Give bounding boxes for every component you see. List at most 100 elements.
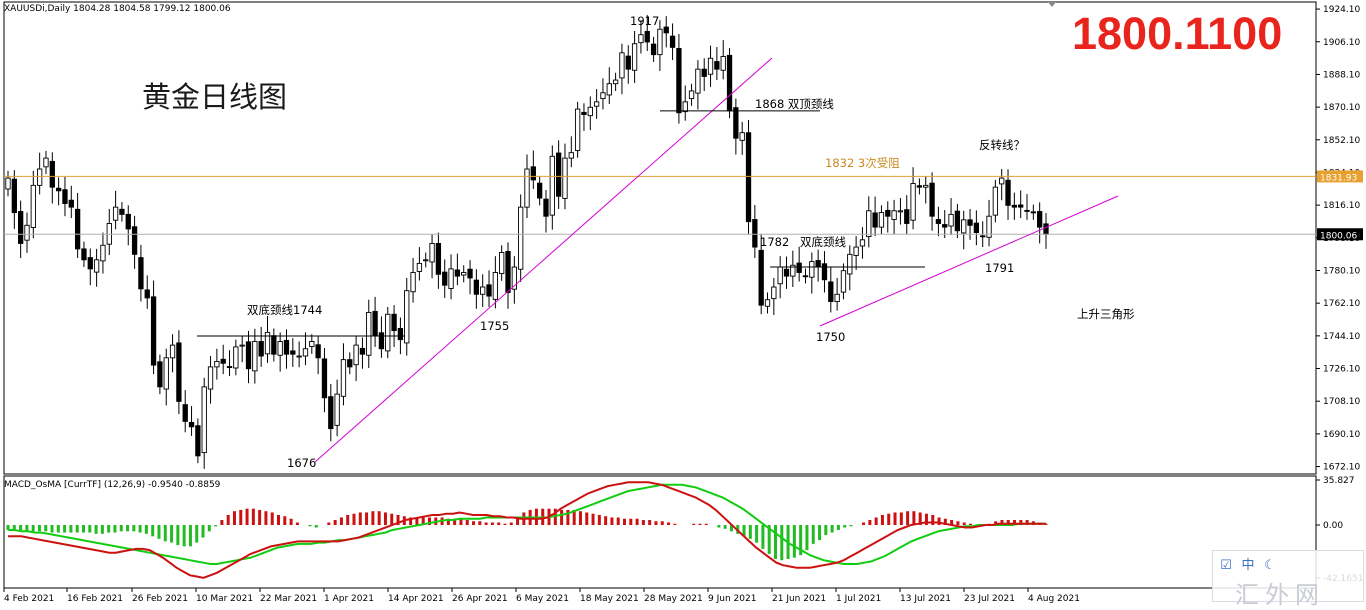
candle-body	[726, 54, 733, 112]
candle-body	[195, 425, 201, 457]
checkbox-icon[interactable]: ☑	[1220, 558, 1232, 573]
x-tick-label: 6 May 2021	[516, 594, 569, 604]
x-tick-label: 1 Jul 2021	[836, 594, 881, 604]
candle-body	[321, 358, 328, 399]
candle-body	[169, 344, 176, 359]
candle-body	[112, 206, 119, 221]
chart-chinese-title: 黄金日线图	[142, 80, 288, 114]
candle-body	[150, 296, 157, 366]
candle-body	[796, 262, 802, 273]
x-tick-label: 16 Feb 2021	[67, 594, 123, 604]
candle-body	[537, 182, 543, 199]
candle-body	[404, 290, 410, 344]
y-tick-label: 1870.10	[1323, 103, 1360, 113]
candle-body	[423, 259, 429, 262]
annotation-neckline: 1868 双顶颈线	[755, 97, 834, 111]
x-tick-label: 26 Apr 2021	[452, 594, 508, 604]
candle-body	[119, 208, 125, 215]
candle-body	[581, 111, 587, 116]
candle-body	[353, 344, 359, 366]
candle-body	[866, 210, 872, 237]
watermark-panel: ☑ 中 ☾ 汇外网	[1212, 550, 1364, 609]
price-tag-label: 1831.93	[1320, 173, 1357, 183]
candle-body	[783, 268, 790, 277]
y-tick-label: 1672.10	[1323, 463, 1360, 473]
candle-body	[834, 293, 840, 302]
candle-body	[644, 30, 650, 43]
candle-body	[688, 90, 695, 100]
candle-body	[435, 242, 442, 275]
annotation-low: 1676	[287, 456, 316, 470]
candle-body	[309, 341, 315, 348]
candle-body	[847, 253, 853, 275]
candle-body	[416, 262, 423, 272]
x-tick-label: 26 Feb 2021	[132, 594, 188, 604]
candle-body	[480, 286, 486, 295]
candle-body	[182, 404, 188, 422]
moon-icon[interactable]: ☾	[1264, 558, 1276, 573]
candle-body	[55, 187, 62, 192]
candle-body	[574, 108, 581, 151]
candle-body	[220, 358, 226, 364]
candle-body	[5, 177, 11, 190]
candle-body	[1037, 211, 1043, 228]
candle-body	[929, 182, 935, 217]
candle-body	[36, 168, 43, 186]
candle-body	[720, 56, 726, 71]
candle-body	[897, 210, 904, 213]
candle-body	[530, 166, 536, 181]
y-tick-label: 1690.10	[1323, 430, 1360, 440]
language-icon[interactable]: 中	[1241, 558, 1255, 573]
candle-body	[663, 26, 669, 34]
candle-body	[638, 34, 644, 44]
candle-body	[334, 393, 340, 426]
candle-body	[100, 244, 106, 262]
candle-body	[518, 206, 524, 270]
candle-body	[511, 266, 517, 290]
candle-body	[397, 327, 404, 341]
candle-body	[410, 272, 416, 293]
candle-body	[923, 184, 929, 188]
candle-body	[233, 346, 239, 369]
annotation-low: 1750	[816, 330, 845, 344]
price-tag-label: 1800.06	[1320, 231, 1357, 241]
candle-body	[828, 281, 834, 302]
y-tick-label: 1906.10	[1323, 38, 1360, 48]
candle-body	[543, 198, 549, 217]
candle-body	[239, 344, 245, 347]
candle-body	[619, 52, 625, 79]
y-tick-label: 1780.10	[1323, 266, 1360, 276]
candle-body	[163, 357, 169, 390]
candle-body	[555, 152, 562, 197]
candle-body	[125, 213, 131, 230]
annotation-neckline: 双底颈线1744	[247, 303, 322, 317]
candle-body	[188, 421, 195, 428]
annotation-note: 反转线？	[979, 138, 1025, 152]
x-tick-label: 14 Apr 2021	[388, 594, 444, 604]
symbol-info: XAUUSDi,Daily 1804.28 1804.58 1799.12 18…	[4, 4, 231, 14]
candle-body	[606, 83, 612, 96]
candle-body	[771, 286, 777, 300]
candle-body	[676, 48, 682, 114]
y-tick-label: 1852.10	[1323, 136, 1360, 146]
candle-body	[245, 341, 252, 370]
big-price-label: 1800.1100	[1072, 8, 1283, 59]
y-tick-label: 1924.10	[1323, 5, 1360, 15]
candle-body	[600, 92, 606, 100]
candle-body	[1018, 204, 1024, 208]
candle-body	[315, 344, 321, 359]
candle-body	[131, 226, 138, 255]
candle-body	[87, 257, 93, 270]
candle-body	[669, 35, 676, 48]
y-tick-label: 1888.10	[1323, 70, 1360, 80]
candle-body	[359, 347, 366, 355]
candle-body	[764, 299, 771, 307]
candle-body	[948, 213, 954, 227]
annotation-resistance: 1832 3次受阻	[825, 156, 900, 170]
x-tick-label: 22 Mar 2021	[260, 594, 317, 604]
candle-body	[264, 331, 271, 355]
y-tick-label: 1762.10	[1323, 299, 1360, 309]
candle-body	[486, 284, 492, 297]
candle-body	[448, 268, 454, 289]
